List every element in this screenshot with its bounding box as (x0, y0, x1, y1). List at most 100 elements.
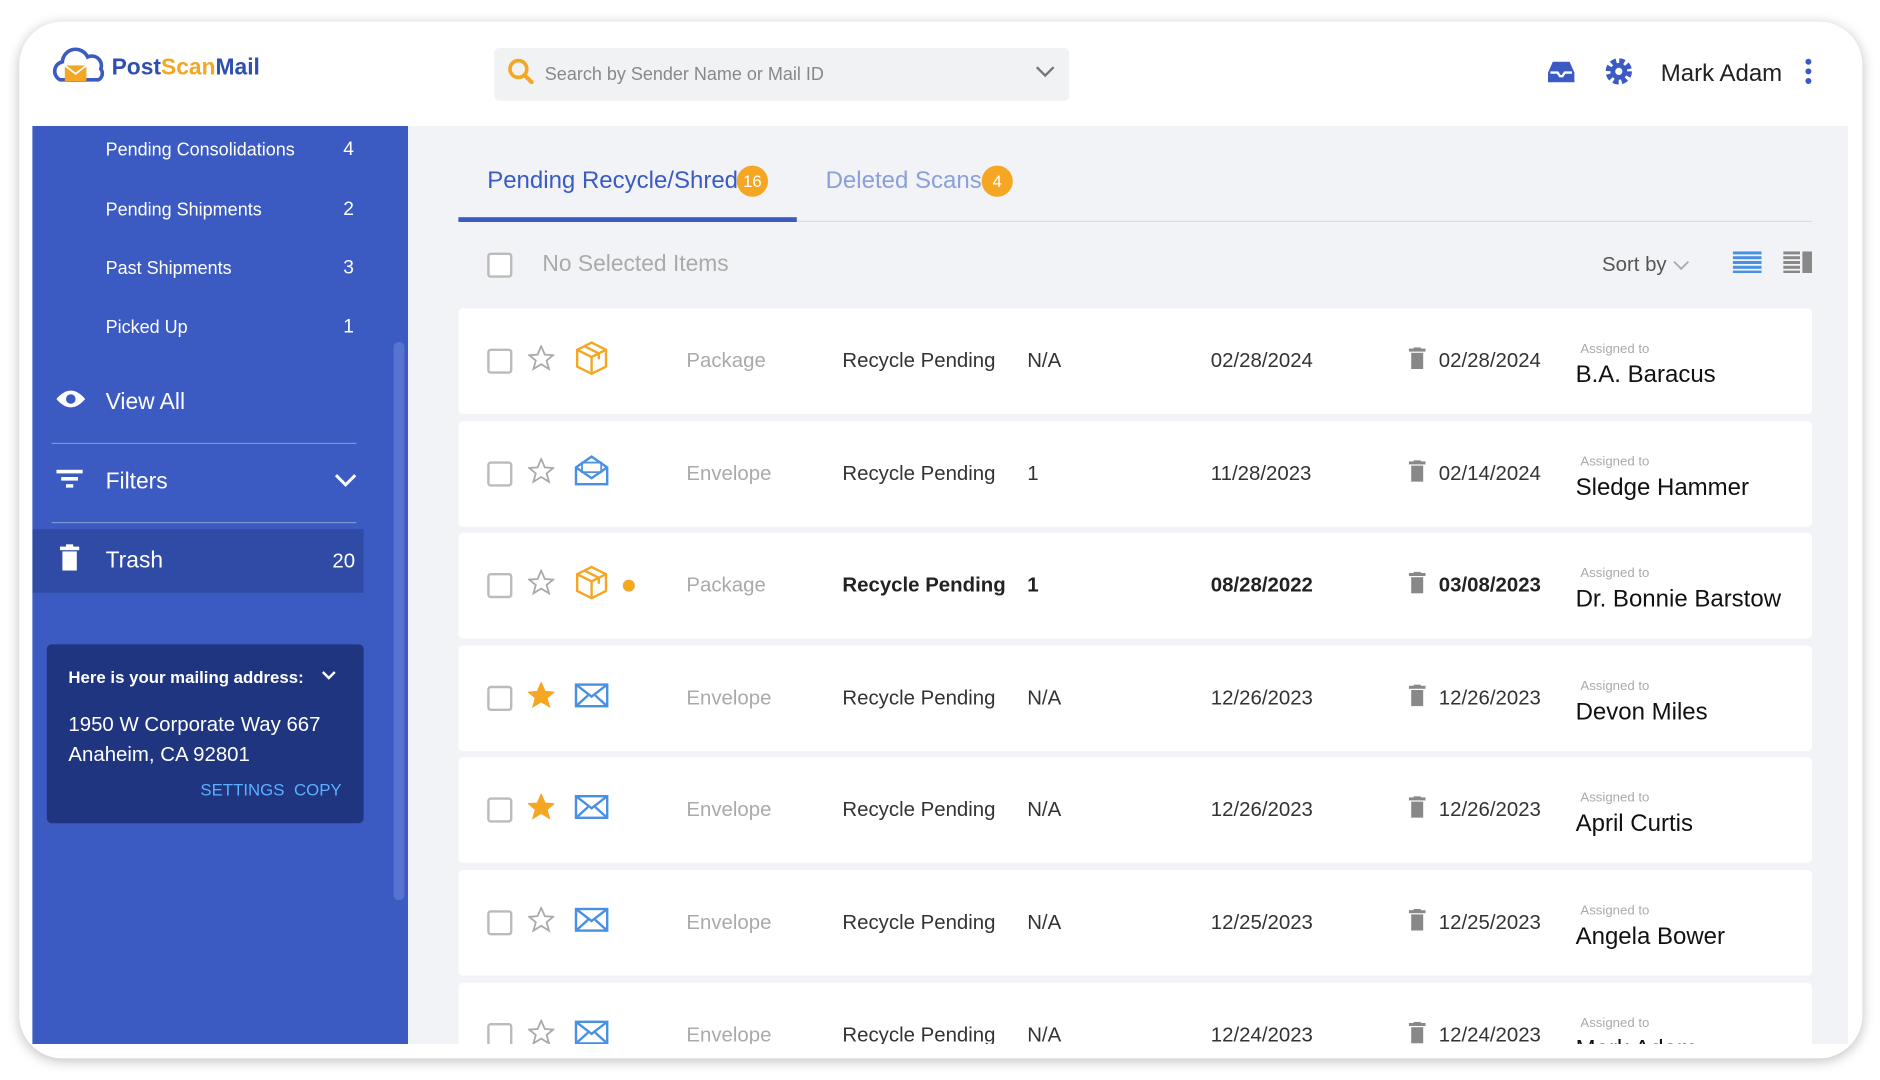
mail-row[interactable]: Envelope Recycle Pending N/A 12/25/2023 12/2… (458, 870, 1813, 976)
trash-item[interactable]: Trash 20 (32, 529, 364, 593)
icon (334, 474, 357, 487)
star[interactable] (526, 905, 556, 939)
search-dropdown[interactable] (1034, 64, 1056, 86)
sidebar-item[interactable]: Pending Consolidations (105, 139, 295, 161)
logo-part: Scan (161, 55, 216, 81)
icon (508, 58, 534, 85)
trash-icon (1408, 1021, 1426, 1044)
assigned-label: Assigned to (1580, 678, 1650, 694)
row-checkbox[interactable] (487, 685, 513, 711)
settings-link[interactable]: SETTINGS (200, 780, 285, 800)
sidebar-count: 1 (343, 316, 354, 338)
assigned-label: Assigned to (1580, 566, 1650, 582)
mail-row[interactable]: Envelope Recycle Pending N/A 12/26/2023 12/2… (458, 757, 1813, 864)
row-checkbox[interactable] (487, 910, 513, 936)
star[interactable] (526, 343, 556, 377)
status: Recycle Pending (842, 461, 996, 485)
icon (526, 905, 556, 933)
deleted-date: 12/24/2023 (1438, 1023, 1541, 1045)
icon (526, 568, 556, 596)
mail-row[interactable]: Envelope Recycle Pending N/A 12/24/2023 12/2… (458, 982, 1813, 1045)
tab-label[interactable]: Pending Recycle/Shred (487, 167, 739, 194)
icon (526, 680, 556, 708)
assigned-label: Assigned to (1580, 342, 1650, 357)
row-checkbox[interactable] (487, 348, 513, 374)
icon (1548, 61, 1575, 83)
star[interactable] (526, 1017, 556, 1045)
icon (574, 683, 609, 708)
settings-icon[interactable] (1603, 56, 1634, 93)
icon (1408, 796, 1426, 819)
trash-icon (1408, 684, 1426, 712)
list-view[interactable] (1732, 251, 1762, 279)
mail-row[interactable]: Package Recycle Pending N/A 02/28/2024 02/28… (458, 308, 1813, 415)
row-checkbox[interactable] (487, 573, 513, 599)
assignee: April Curtis (1575, 811, 1693, 838)
select-all[interactable] (487, 252, 513, 278)
status: Recycle Pending (842, 686, 996, 709)
view-all[interactable]: View All (105, 390, 186, 416)
detail-view[interactable] (1783, 251, 1813, 279)
trash-icon (1408, 347, 1426, 375)
pages: 1 (1027, 461, 1039, 485)
mail-type-icon (574, 565, 610, 607)
logo-part: Post (111, 55, 162, 81)
trash-count: 20 (332, 549, 356, 573)
tab-label[interactable]: Deleted Scans (825, 167, 982, 194)
row-checkbox[interactable] (487, 797, 513, 824)
address-line: 1950 W Corporate Way 667 (68, 712, 321, 736)
selection-status: No Selected Items (542, 252, 729, 278)
mail-type: Envelope (686, 910, 772, 934)
sidebar-item[interactable]: Picked Up (105, 317, 188, 338)
pages: N/A (1027, 686, 1062, 709)
app-window: Pending Consolidations 4 Pending Shipments… (19, 21, 1863, 1059)
address-chevron[interactable] (320, 666, 337, 688)
divider (51, 442, 357, 445)
received-date: 02/28/2024 (1210, 349, 1313, 372)
assignee: Dr. Bonnie Barstow (1575, 586, 1782, 613)
assignee: Devon Miles (1575, 698, 1708, 726)
icon (1035, 66, 1055, 78)
mail-row[interactable]: Package Recycle Pending 1 08/28/2022 03/08/2… (458, 533, 1813, 639)
unread-dot (622, 579, 635, 592)
tab-underline (458, 217, 797, 223)
star[interactable] (526, 456, 556, 489)
sort-by[interactable]: Sort by (1602, 253, 1667, 276)
received-date: 12/26/2023 (1210, 686, 1313, 709)
logo-text: PostScanMail (112, 55, 260, 81)
logo-icon (48, 44, 108, 93)
scrollbar (393, 342, 405, 901)
star-filled[interactable] (526, 793, 556, 826)
sidebar-count: 4 (343, 139, 354, 160)
divider (51, 522, 357, 524)
inbox-icon[interactable] (1546, 58, 1577, 90)
filters[interactable]: Filters (105, 469, 168, 495)
mail-type-icon (574, 453, 610, 495)
row-checkbox[interactable] (487, 460, 513, 487)
icon (526, 793, 556, 821)
received-date: 12/25/2023 (1210, 910, 1313, 934)
sidebar-item[interactable]: Past Shipments (105, 258, 232, 279)
mail-row[interactable]: Envelope Recycle Pending 1 11/28/2023 02/14/… (458, 420, 1813, 527)
icon (56, 469, 83, 488)
status: Recycle Pending (842, 1023, 996, 1045)
sidebar-item[interactable]: Pending Shipments (105, 199, 262, 221)
more-menu[interactable] (1802, 57, 1814, 92)
received-date: 12/24/2023 (1210, 1023, 1313, 1045)
user-name[interactable]: Mark Adam (1660, 60, 1783, 87)
icon (52, 47, 105, 82)
star[interactable] (526, 568, 556, 602)
copy-link[interactable]: COPY (294, 780, 342, 800)
assigned-label: Assigned to (1580, 1015, 1650, 1031)
star-filled[interactable] (526, 680, 556, 714)
row-checkbox[interactable] (487, 1022, 513, 1045)
status: Recycle Pending (842, 910, 996, 934)
mail-type-icon (574, 1014, 610, 1045)
mail-type: Envelope (686, 798, 772, 822)
search-box[interactable]: Search by Sender Name or Mail ID (494, 48, 1070, 101)
icon (1408, 347, 1426, 369)
mail-row[interactable]: Envelope Recycle Pending N/A 12/26/2023 12/2… (458, 645, 1813, 751)
sidebar-count: 3 (343, 258, 354, 279)
received-date: 11/28/2023 (1210, 461, 1312, 485)
